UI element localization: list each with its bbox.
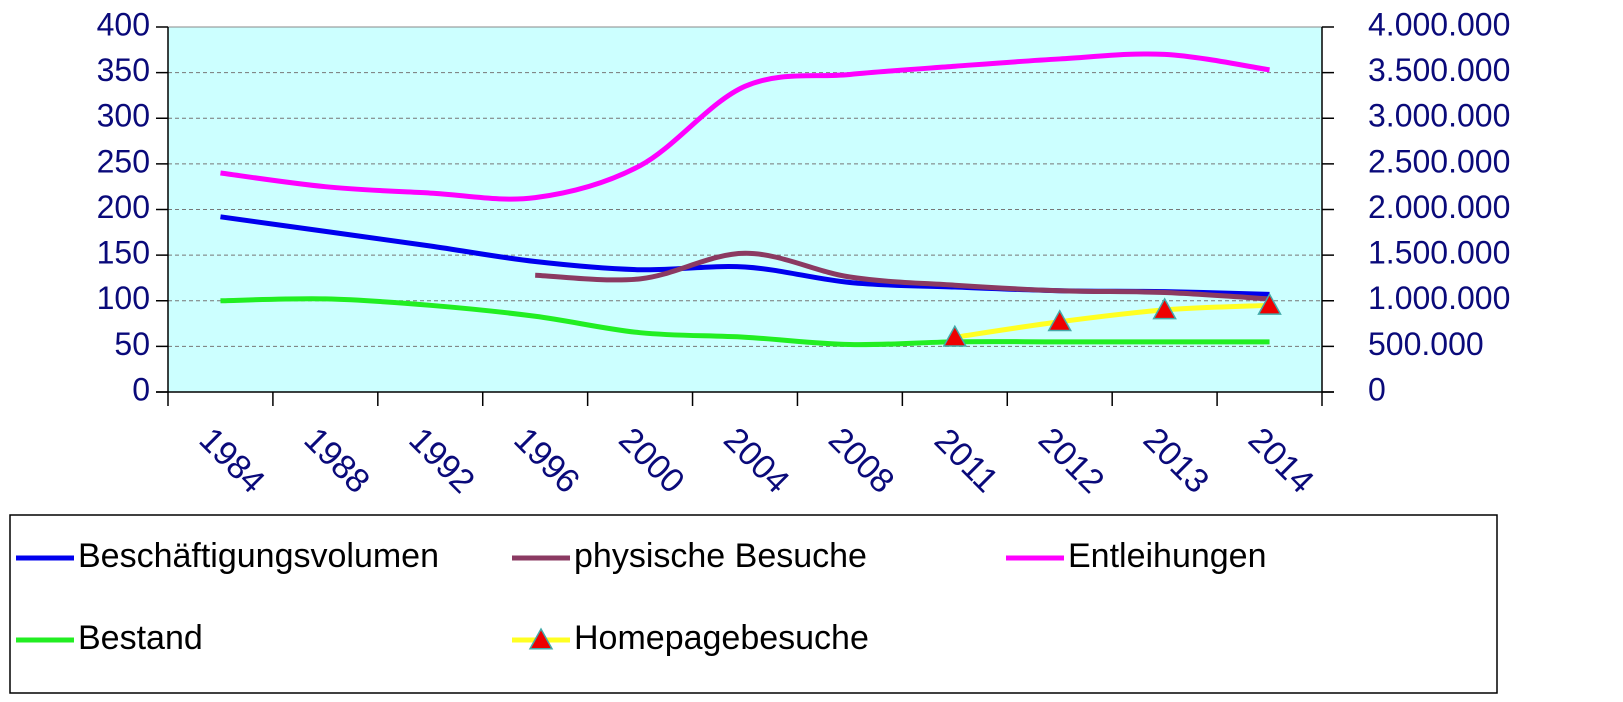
legend-label: Homepagebesuche [574,619,869,657]
legend-label: Bestand [78,619,203,657]
x-tick-label: 1996 [506,420,586,500]
legend-marker [528,627,554,650]
x-tick-label: 2008 [821,420,901,500]
series-line [220,51,1270,202]
y-tick-label: 250 [97,143,150,179]
y-tick-label: 200 [97,189,150,225]
y2-tick-label: 4.000.000 [1368,6,1510,42]
y2-tick-label: 1.500.000 [1368,235,1510,271]
marker [942,324,968,347]
y-tick-label: 350 [97,52,150,88]
y2-tick-label: 1.000.000 [1368,280,1510,316]
y2-tick-label: 2.000.000 [1368,189,1510,225]
y-tick-label: 400 [97,6,150,42]
series-line [535,250,1270,302]
x-tick-label: 2012 [1031,420,1111,500]
legend-box [9,514,1498,694]
series-line [220,296,1270,348]
x-tick-label: 1988 [297,420,377,500]
y2-tick-label: 500.000 [1368,326,1484,362]
x-tick-label: 1992 [402,420,482,500]
y-tick-label: 150 [97,235,150,271]
y-tick-label: 100 [97,280,150,316]
x-tick-label: 1984 [192,420,272,500]
y2-tick-label: 3.500.000 [1368,52,1510,88]
y-tick-label: 0 [132,371,150,407]
legend-label: Beschäftigungsvolumen [78,537,439,575]
x-tick-label: 2013 [1136,420,1216,500]
series-line [954,302,1270,340]
x-tick-label: 2011 [927,421,1006,500]
y-tick-label: 50 [114,326,150,362]
y-tick-label: 300 [97,98,150,134]
marker [1152,297,1177,320]
x-tick-label: 2000 [611,420,691,500]
legend-label: physische Besuche [574,537,867,575]
x-tick-label: 2014 [1241,420,1321,500]
marker [1257,292,1282,315]
y2-tick-label: 2.500.000 [1368,143,1510,179]
legend-label: Entleihungen [1068,537,1267,575]
marker [1047,309,1073,332]
y2-tick-label: 0 [1368,371,1386,407]
y2-tick-label: 3.000.000 [1368,98,1510,134]
x-tick-label: 2004 [716,420,796,500]
